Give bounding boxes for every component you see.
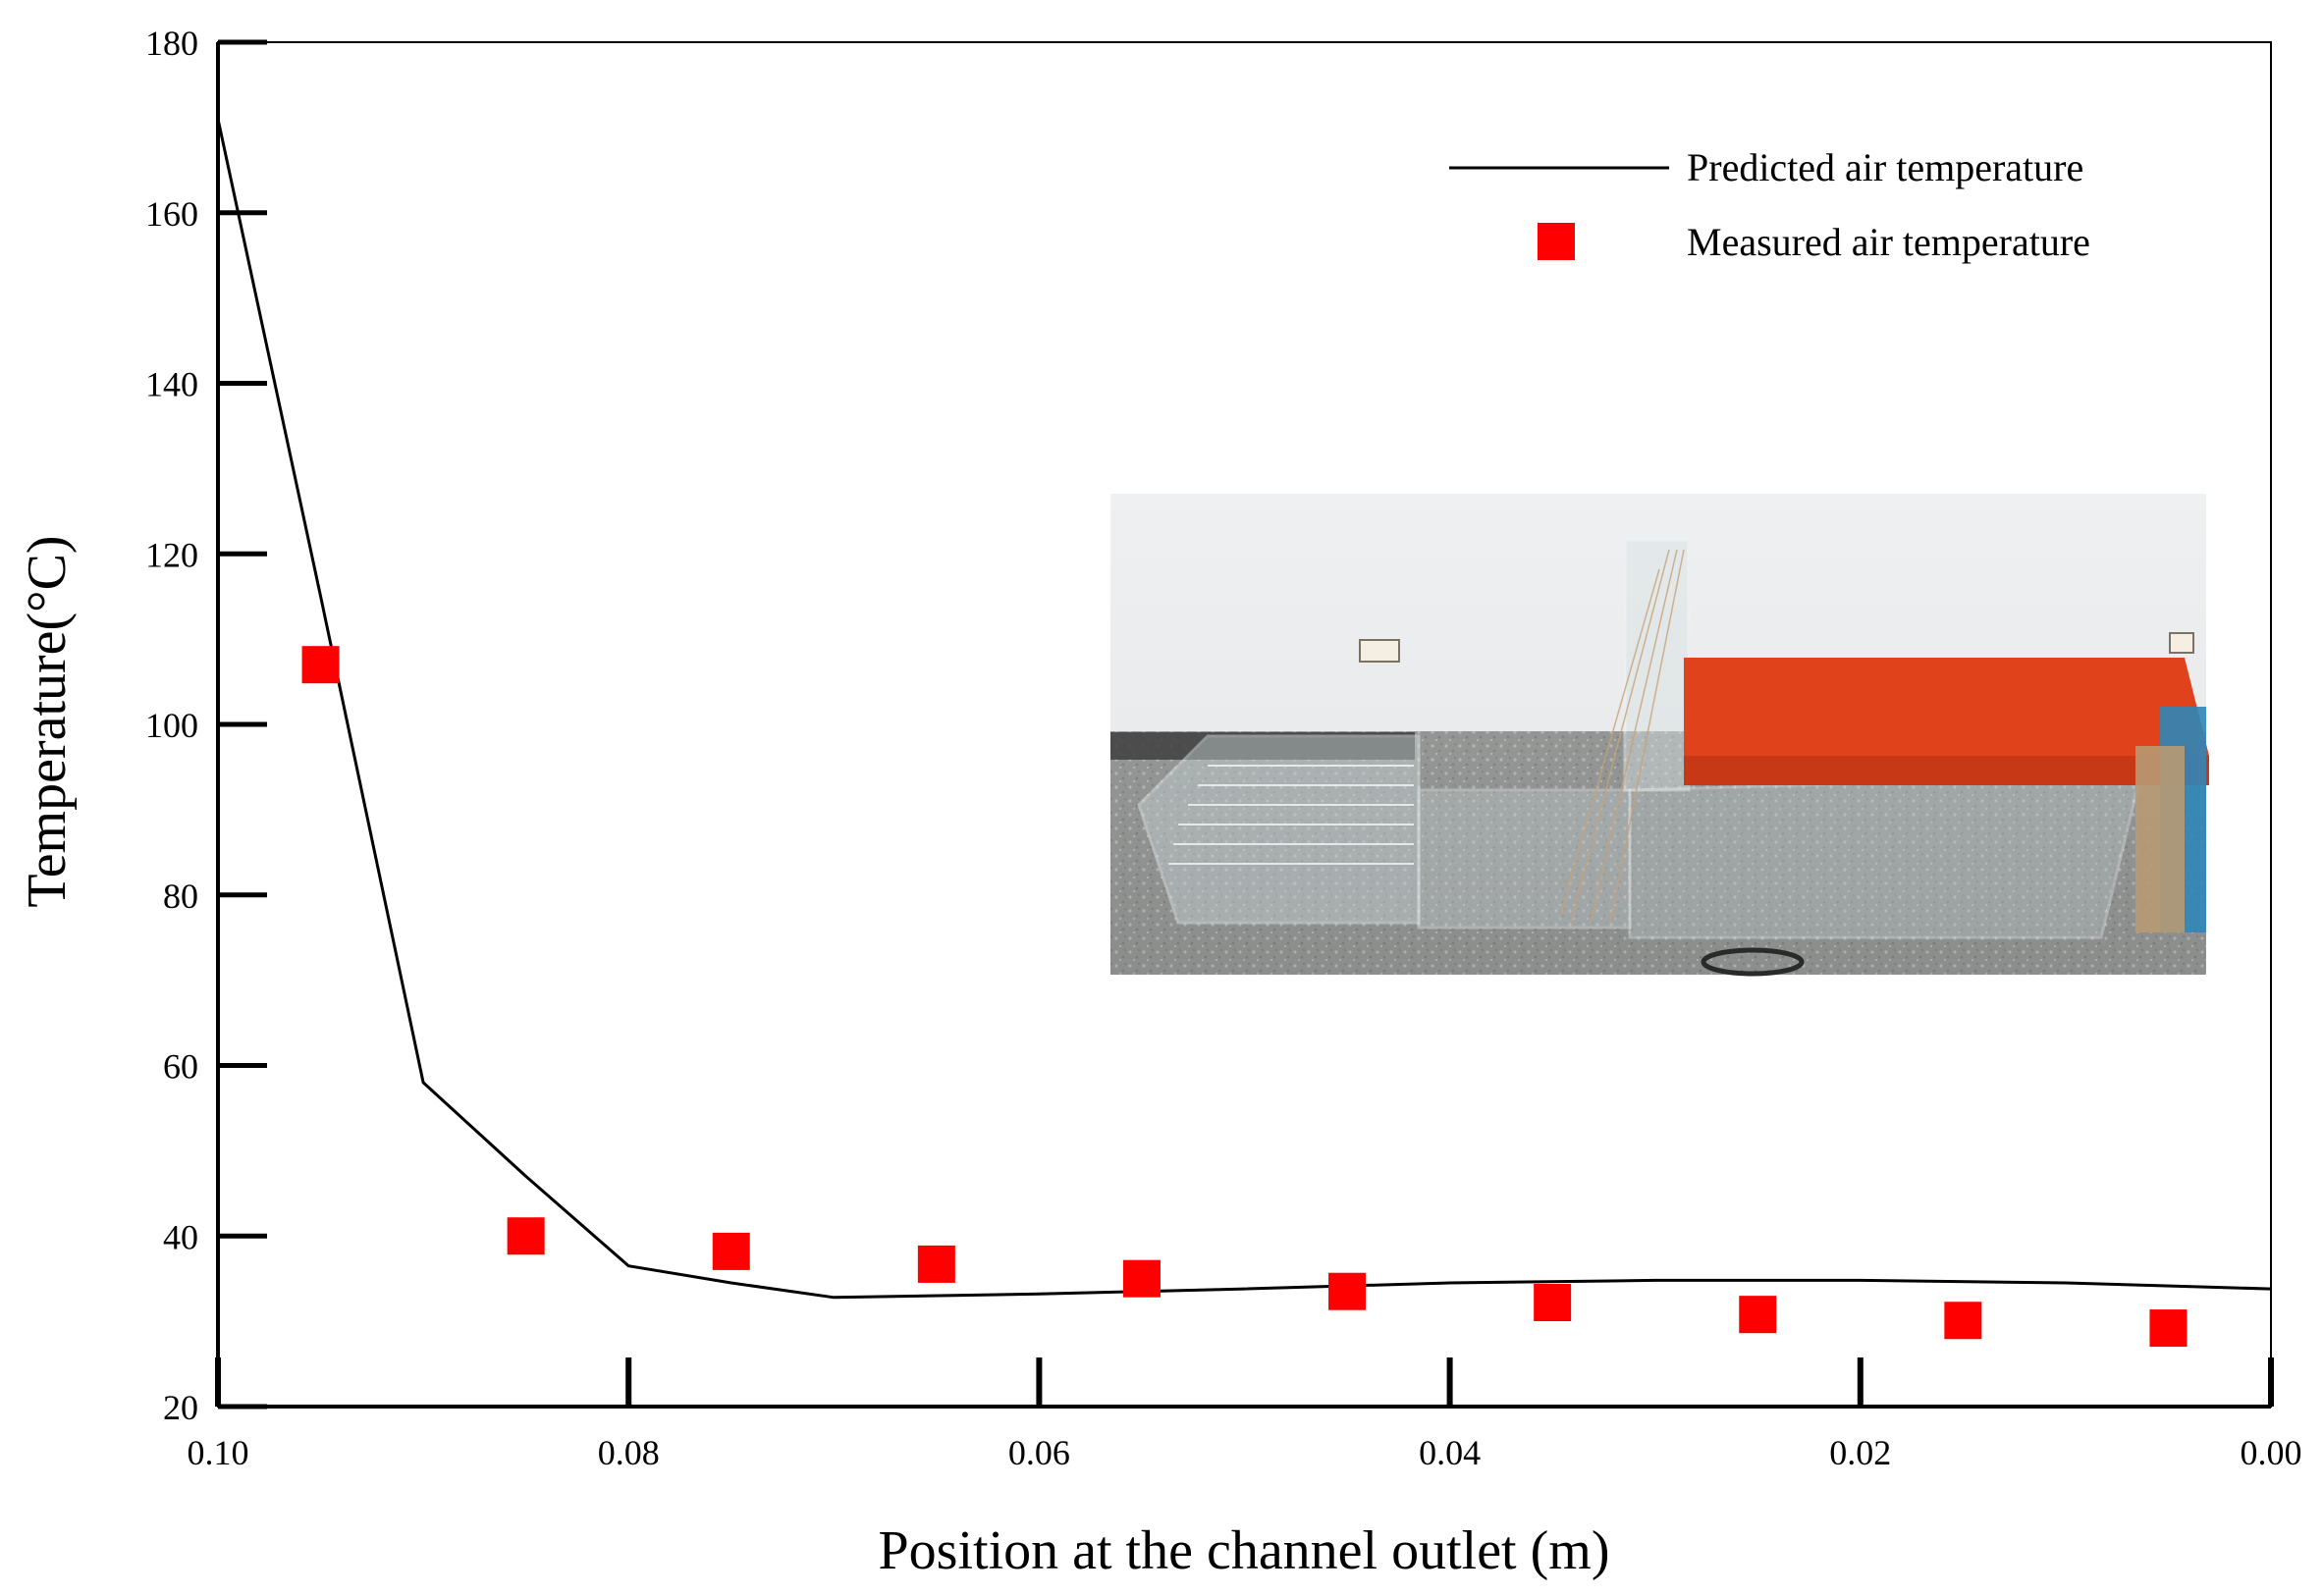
y-tick-label: 100	[145, 706, 198, 745]
y-tick-label: 180	[145, 24, 198, 63]
y-tick-label: 60	[163, 1047, 198, 1087]
measured-point	[301, 646, 340, 684]
measured-point	[2149, 1309, 2188, 1348]
measured-point	[917, 1245, 955, 1283]
y-axis: 20 40 60 80 100 120 140 160 180	[145, 24, 267, 1427]
measured-point	[712, 1232, 750, 1270]
measured-points	[301, 646, 2188, 1348]
inset-heater-plate	[1684, 658, 2209, 756]
measured-point	[1122, 1259, 1161, 1298]
legend: Predicted air temperature Measured air t…	[1449, 145, 2090, 264]
x-axis: 0.10 0.08 0.06 0.04 0.02 0.00	[188, 1357, 2302, 1472]
y-tick-label: 20	[163, 1388, 198, 1427]
x-tick-label: 0.10	[188, 1433, 249, 1472]
x-axis-title: Position at the channel outlet (m)	[879, 1520, 1610, 1581]
x-tick-label: 0.04	[1419, 1433, 1481, 1472]
measured-point	[1328, 1272, 1367, 1310]
x-tick-label: 0.00	[2241, 1433, 2302, 1472]
legend-square-swatch	[1538, 223, 1575, 260]
y-tick-label: 120	[145, 535, 198, 574]
wall-outlet-icon	[1359, 639, 1400, 663]
predicted-line	[216, 118, 2272, 1300]
measured-point	[507, 1217, 545, 1255]
inset-photo	[1110, 494, 2209, 977]
x-tick-label: 0.08	[598, 1433, 660, 1472]
y-tick-label: 160	[145, 194, 198, 234]
predicted-series-line	[216, 118, 2272, 1300]
y-tick-label: 40	[163, 1217, 198, 1256]
x-tick-label: 0.06	[1008, 1433, 1070, 1472]
x-tick-label: 0.02	[1829, 1433, 1891, 1472]
measured-point	[1944, 1302, 1982, 1340]
y-tick-label: 80	[163, 877, 198, 916]
legend-label-measured: Measured air temperature	[1687, 220, 2090, 264]
measured-point	[1534, 1284, 1572, 1322]
y-axis-title: Temperature(°C)	[17, 535, 78, 907]
measured-point	[1739, 1296, 1777, 1334]
legend-label-predicted: Predicted air temperature	[1687, 145, 2083, 189]
y-tick-label: 140	[145, 365, 198, 404]
